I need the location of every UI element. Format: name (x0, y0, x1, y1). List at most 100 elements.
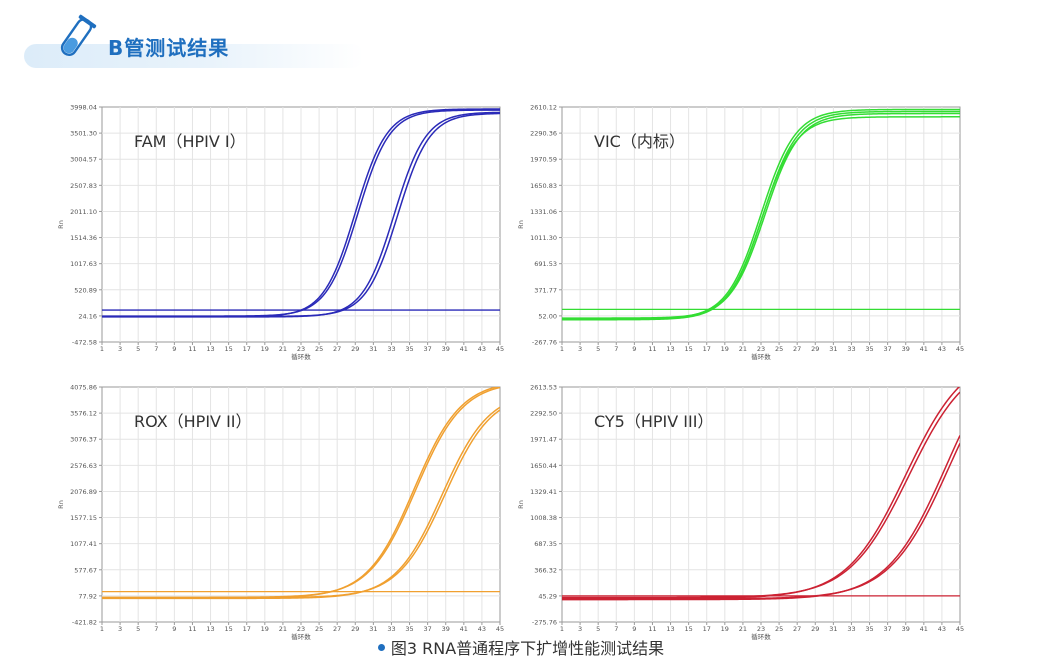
y-tick-label: 1577.15 (70, 514, 97, 522)
y-tick-label: 3501.30 (70, 130, 97, 138)
y-tick-label: 691.53 (534, 260, 557, 268)
x-tick-label: 21 (279, 625, 287, 633)
x-tick-label: 3 (578, 345, 582, 353)
x-tick-label: 17 (243, 625, 251, 633)
amplification-curve-4 (102, 409, 500, 599)
x-tick-label: 41 (920, 625, 928, 633)
x-tick-label: 39 (902, 345, 910, 353)
chart-vic: 2610.12 2290.36 1970.59 1650.83 1331.06 1011.… (510, 100, 970, 362)
y-tick-label: 3576.12 (70, 410, 97, 418)
x-tick-label: 7 (154, 345, 158, 353)
x-tick-label: 5 (136, 625, 140, 633)
x-tick-label: 35 (405, 345, 413, 353)
x-tick-label: 25 (775, 345, 783, 353)
x-tick-label: 13 (666, 625, 674, 633)
y-tick-label: -275.76 (532, 619, 557, 627)
x-tick-label: 19 (721, 625, 729, 633)
chart-cy5: 2613.53 2292.50 1971.47 1650.44 1329.41 1008.… (510, 380, 970, 642)
bullet-dot-icon (377, 644, 385, 651)
y-tick-label: 1331.06 (530, 208, 557, 216)
page-title: B管测试结果 (108, 36, 230, 60)
x-tick-label: 1 (560, 345, 564, 353)
chart-title: ROX（HPIV II） (134, 412, 252, 431)
y-tick-label: 52.00 (538, 312, 557, 320)
x-tick-label: 43 (938, 625, 946, 633)
x-tick-label: 7 (614, 625, 618, 633)
y-tick-label: -472.58 (72, 339, 97, 347)
x-tick-label: 33 (387, 625, 395, 633)
y-tick-label: 3004.57 (70, 156, 97, 164)
amplification-curve-4 (562, 442, 960, 600)
y-axis-label: Rn (517, 500, 525, 509)
x-tick-label: 31 (829, 345, 837, 353)
x-tick-label: 19 (261, 345, 269, 353)
y-tick-label: 77.92 (78, 592, 97, 600)
x-tick-label: 33 (387, 345, 395, 353)
y-tick-label: -267.76 (532, 339, 557, 347)
x-tick-label: 41 (920, 345, 928, 353)
x-tick-label: 45 (496, 345, 504, 353)
x-tick-label: 43 (938, 345, 946, 353)
y-tick-label: 1650.83 (530, 182, 557, 190)
x-tick-label: 37 (883, 625, 891, 633)
y-tick-label: 2290.36 (530, 130, 557, 138)
y-tick-label: 1329.41 (530, 488, 557, 496)
y-tick-label: 520.89 (74, 286, 97, 294)
x-tick-label: 23 (757, 625, 765, 633)
x-tick-label: 45 (496, 625, 504, 633)
x-tick-label: 43 (478, 625, 486, 633)
x-tick-label: 33 (847, 625, 855, 633)
x-axis-label: 循环数 (291, 352, 311, 361)
x-tick-label: 17 (703, 345, 711, 353)
x-tick-label: 27 (333, 625, 341, 633)
y-tick-label: 371.77 (534, 286, 557, 294)
y-tick-label: 2292.50 (530, 410, 557, 418)
x-tick-label: 3 (578, 625, 582, 633)
x-tick-label: 23 (297, 625, 305, 633)
x-tick-label: 1 (100, 625, 104, 633)
y-tick-label: 3076.37 (70, 436, 97, 444)
x-tick-label: 41 (460, 625, 468, 633)
x-tick-label: 35 (865, 625, 873, 633)
y-tick-label: 2610.12 (530, 104, 557, 112)
x-tick-label: 7 (614, 345, 618, 353)
y-tick-label: 1011.30 (530, 234, 557, 242)
y-tick-label: -421.82 (72, 619, 97, 627)
x-tick-label: 1 (560, 625, 564, 633)
amplification-curve-4 (102, 112, 500, 318)
y-tick-label: 2507.83 (70, 182, 97, 190)
y-tick-label: 1017.63 (70, 260, 97, 268)
header-band (24, 44, 364, 68)
x-tick-label: 9 (632, 625, 636, 633)
x-axis-label: 循环数 (751, 352, 771, 361)
x-tick-label: 33 (847, 345, 855, 353)
chart-svg: 3998.04 3501.30 3004.57 2507.83 2011.10 1514.… (57, 104, 504, 362)
figure-caption: 图3 RNA普通程序下扩增性能测试结果 (0, 635, 1042, 659)
x-tick-label: 11 (648, 345, 656, 353)
x-tick-label: 19 (721, 345, 729, 353)
x-tick-label: 11 (648, 625, 656, 633)
y-tick-label: 687.35 (534, 540, 557, 548)
chart-title: FAM（HPIV I） (134, 132, 246, 151)
y-tick-label: 45.29 (538, 592, 557, 600)
x-tick-label: 5 (136, 345, 140, 353)
y-tick-label: 2613.53 (530, 384, 557, 392)
y-tick-label: 1077.41 (70, 540, 97, 548)
amplification-curve-4 (562, 116, 960, 321)
y-tick-label: 4075.86 (70, 384, 97, 392)
chart-svg: 2610.12 2290.36 1970.59 1650.83 1331.06 1011.… (517, 104, 964, 362)
x-tick-label: 9 (172, 625, 176, 633)
x-tick-label: 5 (596, 625, 600, 633)
x-tick-label: 27 (333, 345, 341, 353)
x-tick-label: 9 (632, 345, 636, 353)
y-tick-label: 577.67 (74, 566, 97, 574)
y-tick-label: 24.16 (78, 312, 97, 320)
y-tick-label: 1970.59 (530, 156, 557, 164)
y-tick-label: 366.32 (534, 566, 557, 574)
y-axis-label: Rn (57, 500, 65, 509)
caption-text: 图3 RNA普通程序下扩增性能测试结果 (390, 639, 665, 658)
test-tube-icon (60, 14, 97, 56)
x-tick-label: 15 (684, 625, 692, 633)
x-tick-label: 29 (811, 625, 819, 633)
x-tick-label: 37 (423, 345, 431, 353)
